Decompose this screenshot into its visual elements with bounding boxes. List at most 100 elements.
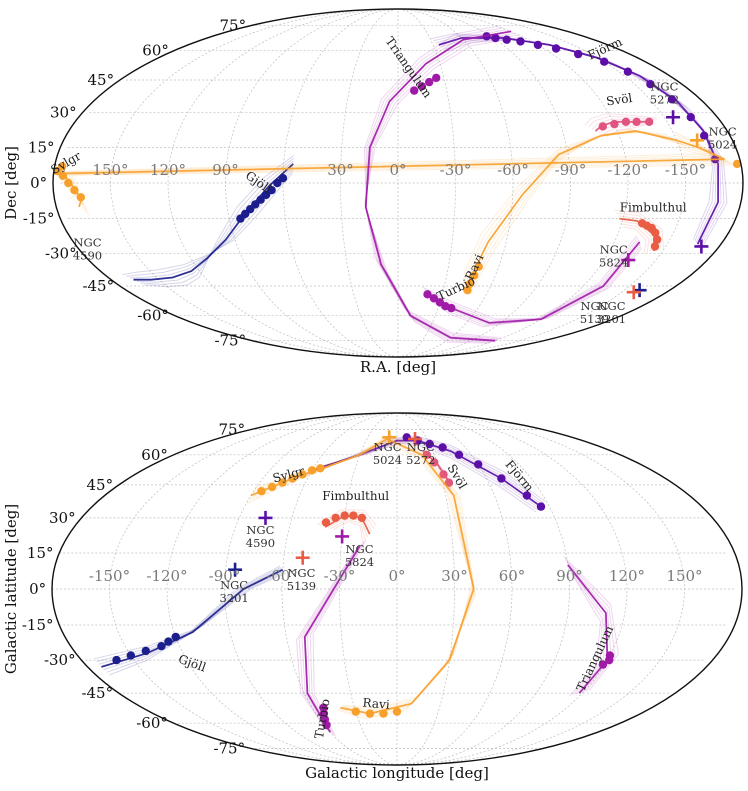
stream-point (645, 117, 654, 127)
stream-point (497, 474, 506, 483)
stream-fan-track (563, 556, 620, 691)
stream-point (605, 655, 614, 665)
stream-point (533, 40, 543, 50)
stream-fan-track (140, 157, 295, 285)
lon-tick-label: -90° (209, 567, 241, 585)
stream-point (58, 171, 68, 180)
lon-tick-label: 30° (327, 161, 354, 179)
grid-meridian (224, 413, 398, 765)
stream-fan-track (332, 520, 364, 543)
stream-fan-track (569, 572, 602, 697)
stream-fan-track (423, 245, 642, 321)
stream-point (257, 487, 266, 496)
cluster-label: NGC 5024 (373, 440, 402, 467)
stream-fan-track (620, 220, 653, 252)
stream-point (171, 632, 180, 642)
stream-fan-track (464, 131, 683, 291)
stream-point (267, 482, 277, 492)
stream-point (574, 49, 583, 59)
cluster-label: NGC 5139 (580, 299, 609, 326)
cluster-label: NGC 3201 (219, 578, 248, 605)
lat-tick-label: 30° (50, 104, 77, 122)
grid-meridian (397, 9, 571, 357)
lon-tick-label: -150° (89, 567, 130, 585)
stream-point (236, 214, 245, 223)
cluster-label: NGC 5024 (708, 125, 737, 152)
stream-fan-track (109, 565, 281, 676)
stream-track (567, 564, 609, 694)
grid-meridian (225, 9, 399, 357)
lat-tick-label: 45° (88, 71, 115, 89)
stream-point (732, 159, 742, 169)
stream-point (423, 290, 432, 299)
stream-point (598, 660, 608, 669)
stream-point (425, 439, 434, 449)
stream-Sylgr (53, 131, 742, 216)
stream-point (439, 470, 448, 479)
stream-point (349, 511, 358, 520)
lat-tick-label: -60° (137, 307, 169, 325)
lat-tick-label: 60° (141, 446, 168, 464)
stream-point (700, 131, 709, 140)
stream-point (126, 651, 135, 660)
stream-fan-track (254, 440, 390, 489)
stream-point (502, 35, 511, 44)
stream-point (435, 298, 445, 307)
lon-tick-label: 0° (389, 161, 406, 179)
stream-point (551, 44, 561, 53)
stream-point (261, 190, 271, 200)
stream-fan-track (94, 572, 286, 660)
lon-tick-label: -30° (440, 161, 472, 179)
stream-fan-track (584, 113, 657, 126)
stream-point (64, 178, 73, 188)
stream-point (278, 478, 287, 487)
lat-tick-label: 15° (27, 544, 54, 562)
lon-tick-label: 120° (150, 161, 186, 179)
stream-Triangulum (363, 25, 522, 344)
stream-fan-track (298, 549, 357, 730)
stream-point (650, 242, 660, 251)
lat-tick-label: -75° (213, 740, 245, 758)
stream-point (429, 294, 439, 303)
stream-point (623, 67, 633, 76)
x-axis-label: Galactic longitude [deg] (305, 764, 489, 782)
stream-fan-track (330, 518, 366, 540)
stream-Fimbulthul (317, 509, 377, 543)
cluster-label-line: NGC (709, 125, 737, 139)
stream-track (364, 30, 512, 342)
cluster-label-line: NGC (580, 299, 608, 313)
grid-meridian (396, 413, 570, 765)
grid-meridian (397, 9, 686, 357)
stream-point (438, 443, 447, 452)
lat-tick-label: -60° (136, 714, 168, 732)
cluster-label: NGC 5272 (650, 80, 679, 107)
cluster-label: NGC 5139 (287, 566, 316, 593)
sky-outline (51, 412, 743, 766)
stream-fan-track (96, 571, 285, 662)
stream-Turbio (295, 539, 367, 737)
cluster-label-line: 5024 (373, 453, 402, 467)
stream-point (288, 474, 297, 483)
stream-fan-track (122, 172, 294, 276)
stream-point (267, 186, 276, 195)
stream-fan-track (319, 442, 537, 513)
cluster-label-line: NGC (220, 578, 248, 592)
stream-point (522, 491, 532, 500)
stream-point (76, 193, 86, 202)
y-axis-label: Galactic latitude [deg] (2, 504, 20, 674)
cluster-label: NGC 5824 (345, 542, 374, 569)
cluster-label-line: 3201 (219, 591, 248, 605)
stream-point (598, 122, 607, 131)
stream-point (465, 279, 474, 289)
stream-fan-track (622, 223, 650, 253)
stream-Svöl (584, 113, 657, 137)
lat-tick-label: 0° (30, 174, 47, 192)
stream-point (273, 178, 282, 188)
stream-point (351, 707, 360, 716)
stream-point (164, 637, 173, 646)
stream-point (340, 511, 349, 520)
stream-Sylgr (247, 436, 390, 504)
cluster-label-line: 5139 (580, 312, 609, 326)
grid-meridian (167, 9, 399, 357)
